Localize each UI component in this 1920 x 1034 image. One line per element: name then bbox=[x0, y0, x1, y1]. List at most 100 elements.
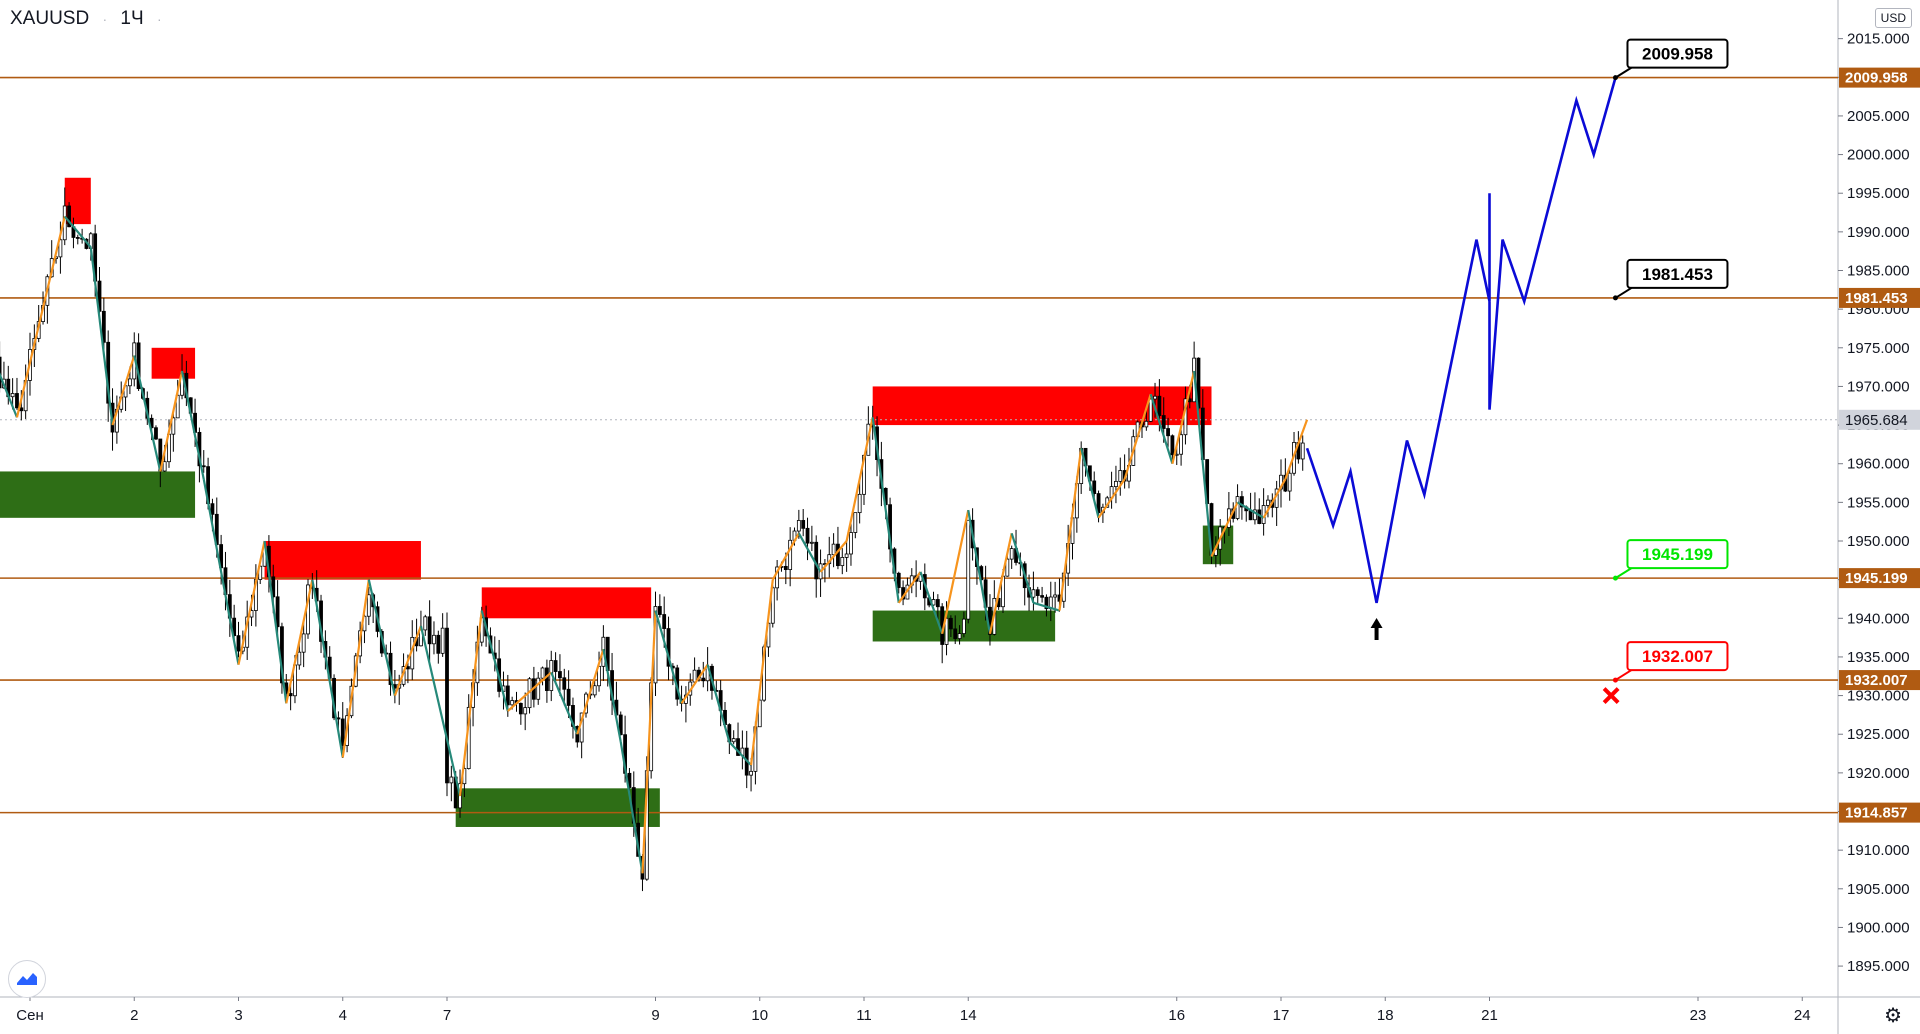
candle-body bbox=[1053, 594, 1058, 598]
candle-body bbox=[536, 677, 541, 700]
candle-body bbox=[618, 714, 623, 736]
zigzag-segment bbox=[576, 648, 605, 735]
candle-body bbox=[831, 543, 836, 556]
stop-cross-icon[interactable] bbox=[1602, 687, 1620, 704]
candle-body bbox=[558, 671, 562, 679]
candle-body bbox=[666, 628, 671, 667]
x-tick-label: 3 bbox=[234, 1007, 242, 1024]
candle-body bbox=[1235, 496, 1240, 519]
current-price-tag bbox=[1839, 409, 1920, 430]
zigzag-segment bbox=[1284, 419, 1309, 480]
callout-anchor bbox=[1612, 75, 1618, 81]
zigzag-segment bbox=[1237, 501, 1265, 519]
zigzag-segment bbox=[480, 610, 509, 712]
zigzag-segment bbox=[749, 579, 774, 766]
zigzag-segment bbox=[133, 355, 162, 472]
level-price-label: 1945.199 bbox=[1845, 570, 1908, 587]
callout-pointer bbox=[1614, 287, 1632, 299]
x-tick-label: 24 bbox=[1794, 1007, 1811, 1024]
callout-pointer bbox=[1614, 66, 1632, 79]
candle-body bbox=[545, 667, 549, 691]
candle-body bbox=[948, 617, 953, 630]
currency-label[interactable]: USD bbox=[1874, 8, 1912, 28]
callout-box[interactable] bbox=[1626, 258, 1729, 289]
zigzag-segment bbox=[819, 540, 848, 573]
candle-body bbox=[1157, 395, 1162, 416]
callout-pointer bbox=[1614, 669, 1632, 681]
candle-body bbox=[297, 651, 302, 666]
candle-body bbox=[340, 718, 345, 746]
candle-body bbox=[445, 627, 449, 784]
zigzag-segment bbox=[941, 509, 970, 634]
symbol-title[interactable]: XAUUSD · 1Ч · bbox=[10, 8, 162, 30]
demand-zone[interactable] bbox=[455, 788, 660, 827]
zigzag-segment bbox=[602, 649, 622, 743]
candle-body bbox=[128, 378, 132, 387]
candle-body bbox=[1161, 415, 1166, 429]
zigzag-segment bbox=[1010, 532, 1035, 604]
zigzag bbox=[0, 215, 1309, 874]
zigzag-segment bbox=[180, 370, 205, 480]
zigzag-segment bbox=[237, 540, 266, 665]
candle-body bbox=[1148, 398, 1153, 422]
zigzag-segment bbox=[771, 532, 800, 581]
y-tick-label: 1900.000 bbox=[1847, 919, 1910, 936]
projection-path[interactable] bbox=[1305, 77, 1617, 604]
callout-box[interactable] bbox=[1626, 641, 1729, 672]
zigzag-segment bbox=[341, 579, 370, 758]
candle-body bbox=[935, 599, 940, 608]
candle-body bbox=[406, 666, 410, 670]
level-price-label: 1981.453 bbox=[1845, 290, 1908, 307]
level-price-label: 1914.857 bbox=[1845, 805, 1908, 822]
x-tick-label: 10 bbox=[751, 1007, 768, 1024]
gear-icon[interactable]: ⚙ bbox=[1884, 1005, 1902, 1027]
y-tick-label: 1995.000 bbox=[1847, 185, 1910, 202]
candle-body bbox=[366, 594, 371, 617]
supply-zone[interactable] bbox=[481, 587, 652, 619]
candle-body bbox=[1044, 596, 1049, 610]
callout-box[interactable] bbox=[1626, 539, 1729, 570]
candle-body bbox=[58, 239, 63, 258]
zigzag-segment bbox=[1097, 478, 1126, 519]
candle-body bbox=[962, 618, 966, 634]
y-tick-label: 1895.000 bbox=[1847, 958, 1910, 975]
zigzag-segment bbox=[845, 417, 874, 542]
candle-body bbox=[796, 520, 801, 532]
candle-body bbox=[701, 677, 706, 682]
candles bbox=[0, 187, 1305, 892]
demand-zone[interactable] bbox=[0, 471, 196, 518]
candle-body bbox=[896, 572, 901, 588]
x-tick-label: 18 bbox=[1377, 1007, 1394, 1024]
candle-body bbox=[540, 667, 545, 679]
y-tick-label: 1985.000 bbox=[1847, 263, 1910, 280]
tradingview-logo-icon[interactable] bbox=[8, 960, 46, 998]
supply-zone[interactable] bbox=[264, 541, 421, 580]
callout-box[interactable] bbox=[1626, 38, 1729, 69]
supply-zone[interactable] bbox=[151, 347, 196, 379]
candle-body bbox=[1179, 434, 1183, 455]
buy-arrow-icon[interactable] bbox=[1370, 618, 1383, 641]
candle-body bbox=[15, 393, 19, 409]
candle-body bbox=[692, 669, 697, 683]
callout-anchor bbox=[1612, 677, 1618, 683]
zigzag-segment bbox=[159, 370, 184, 472]
candle-body bbox=[1118, 470, 1123, 482]
zigzag-segment bbox=[919, 571, 944, 635]
zigzag-segment bbox=[367, 579, 396, 696]
callout-label: 1945.199 bbox=[1642, 545, 1713, 564]
timeframe-label: 1Ч bbox=[120, 8, 144, 29]
candle-body bbox=[505, 685, 510, 706]
candle-body bbox=[1153, 395, 1157, 400]
callout-label: 1981.453 bbox=[1642, 265, 1713, 284]
candle-body bbox=[1114, 480, 1118, 488]
x-tick-label: 16 bbox=[1168, 1007, 1185, 1024]
zones bbox=[0, 177, 1234, 827]
callout-anchor bbox=[1612, 295, 1618, 301]
candle-body bbox=[436, 634, 441, 654]
candle-body bbox=[957, 633, 962, 639]
level-price-tag bbox=[1839, 287, 1920, 308]
level-price-tag bbox=[1839, 67, 1920, 88]
candle-body bbox=[171, 417, 176, 435]
candle-body bbox=[657, 606, 662, 615]
